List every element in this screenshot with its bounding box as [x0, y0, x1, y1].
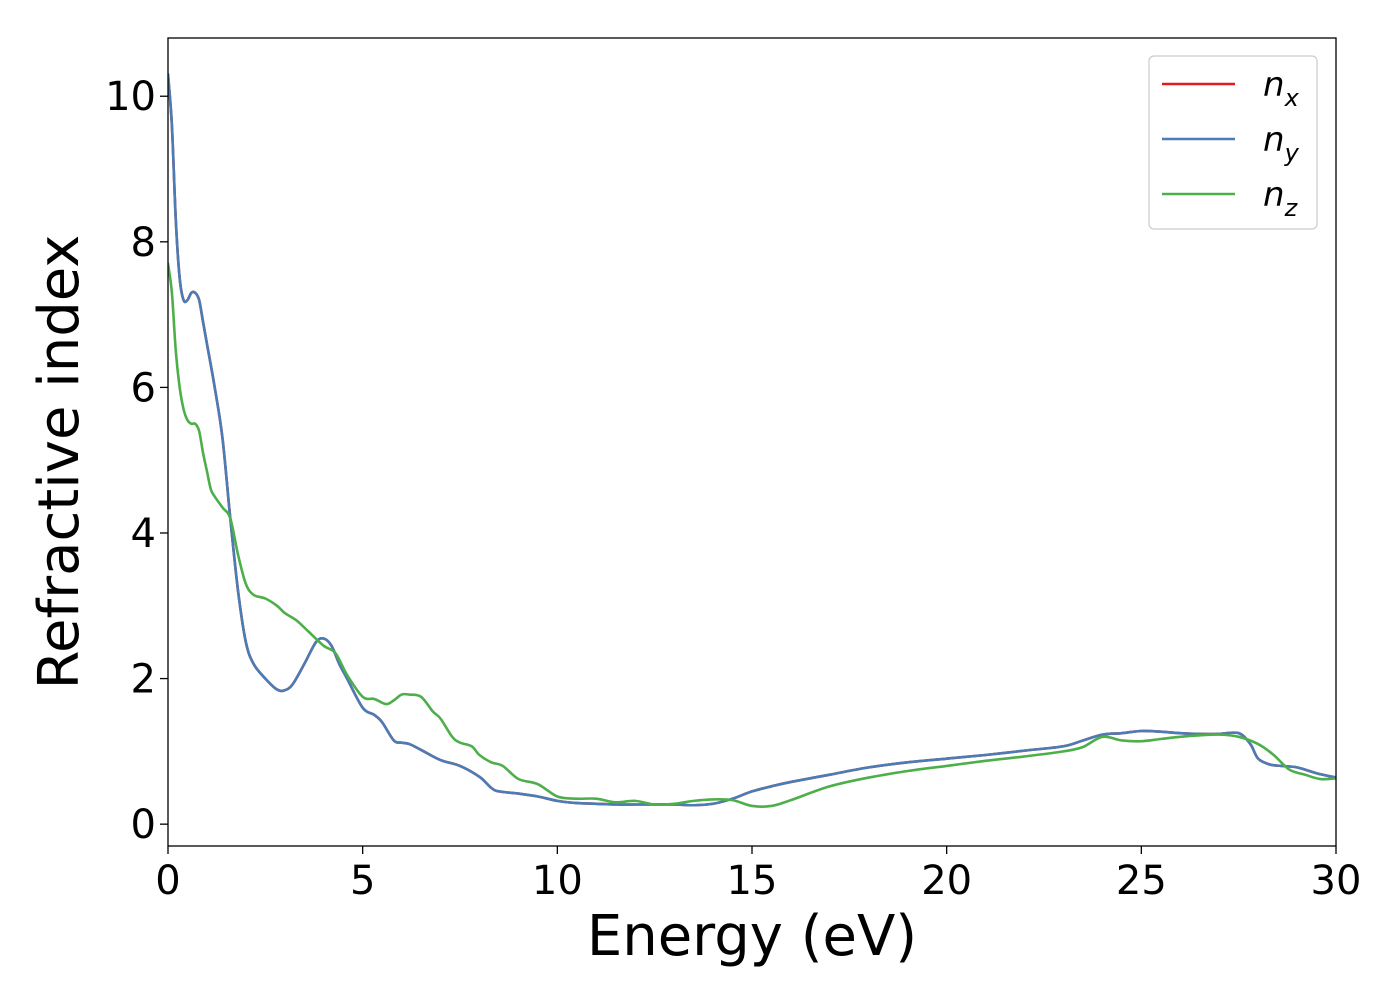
- y-tick-label: 6: [131, 365, 156, 411]
- legend-box: [1148, 55, 1318, 230]
- x-tick-label: 30: [1311, 858, 1362, 904]
- x-tick-label: 5: [350, 858, 375, 904]
- legend-label-base: n: [1263, 120, 1285, 160]
- legend-label-subscript: x: [1284, 84, 1300, 112]
- x-tick-label: 25: [1116, 858, 1167, 904]
- legend-label-nz: nz: [1263, 175, 1299, 222]
- legend-label-base: n: [1263, 65, 1285, 105]
- legend-label-base: n: [1263, 175, 1285, 215]
- y-tick-label: 2: [131, 657, 156, 703]
- x-axis-ticks: 0 5 10 15 20 25 30: [155, 846, 1361, 904]
- legend-label-subscript: z: [1284, 194, 1299, 222]
- x-tick-label: 20: [921, 858, 972, 904]
- series-line-ny: [168, 73, 1336, 807]
- y-tick-label: 0: [131, 802, 156, 848]
- legend-label-subscript: y: [1284, 139, 1300, 167]
- x-tick-label: 10: [532, 858, 583, 904]
- y-tick-label: 10: [105, 74, 156, 120]
- series-line-nz: [168, 262, 1336, 808]
- y-axis-title: Refractive index: [27, 235, 92, 690]
- legend-label-nx: nx: [1263, 65, 1300, 112]
- legend-label-ny: ny: [1263, 120, 1300, 167]
- x-tick-label: 0: [155, 858, 180, 904]
- y-axis-ticks: 0 2 4 6 8 10: [105, 74, 168, 848]
- y-tick-label: 8: [131, 220, 156, 266]
- x-axis-title: Energy (eV): [587, 904, 917, 969]
- plot-lines: [168, 73, 1336, 808]
- x-tick-label: 15: [727, 858, 778, 904]
- y-tick-label: 4: [131, 511, 156, 557]
